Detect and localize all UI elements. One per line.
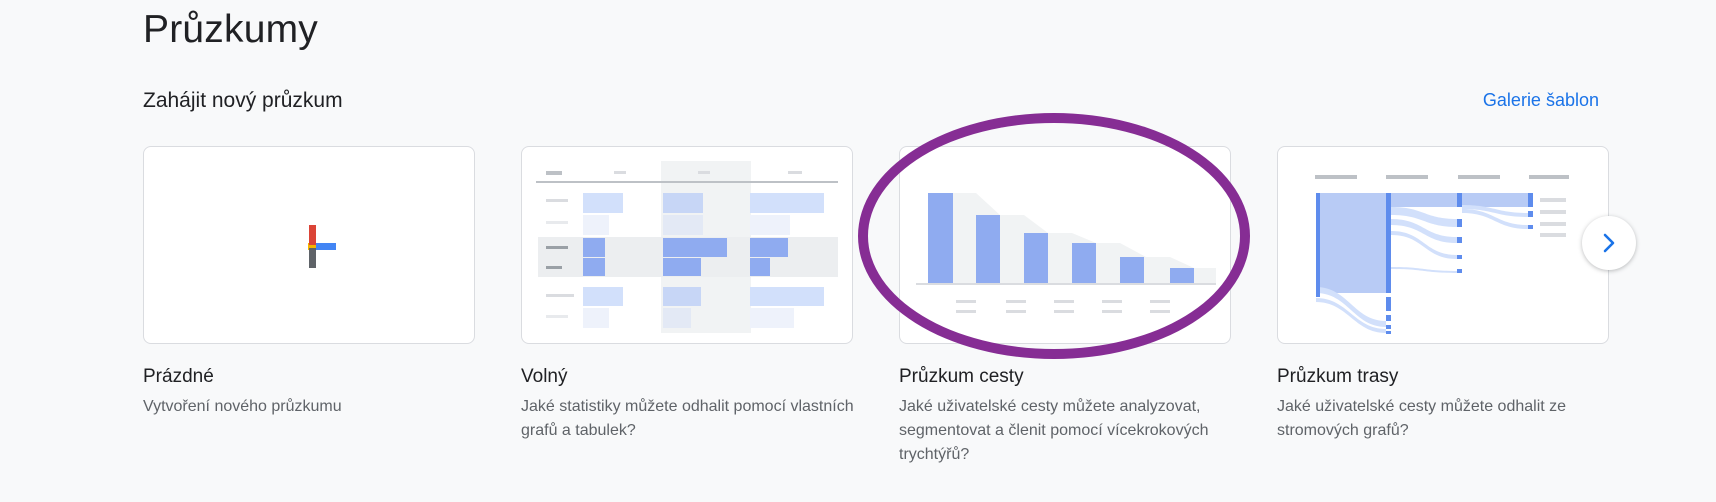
card-blank-description: Vytvoření nového průzkumu <box>143 398 342 415</box>
card-funnel-exploration-label: Průzkum cesty <box>899 366 1024 387</box>
free-form-table-illustration <box>536 161 838 333</box>
funnel-bar-illustration <box>916 193 1216 313</box>
card-path-exploration-description: Jaké uživatelské cesty můžete odhalit ze… <box>1277 398 1567 439</box>
card-free-form-description: Jaké statistiky můžete odhalit pomocí vl… <box>521 398 854 439</box>
card-blank[interactable] <box>143 146 475 344</box>
card-free-form-label: Volný <box>521 366 568 387</box>
card-funnel-exploration-description: Jaké uživatelské cesty můžete analyzovat… <box>899 398 1209 463</box>
template-gallery-link[interactable]: Galerie šablon <box>1482 90 1599 110</box>
card-path-exploration-label: Průzkum trasy <box>1277 366 1399 387</box>
card-funnel-exploration[interactable] <box>899 146 1231 344</box>
card-path-exploration[interactable] <box>1277 146 1609 344</box>
card-free-form[interactable] <box>521 146 853 344</box>
chevron-right-icon <box>1603 233 1615 253</box>
page-title: Průzkumy <box>143 8 318 51</box>
card-blank-label: Prázdné <box>143 366 214 387</box>
path-tree-illustration <box>1315 175 1569 334</box>
section-title: Zahájit nový průzkum <box>143 89 343 112</box>
plus-icon <box>308 225 336 268</box>
carousel-next-button[interactable] <box>1582 216 1636 270</box>
